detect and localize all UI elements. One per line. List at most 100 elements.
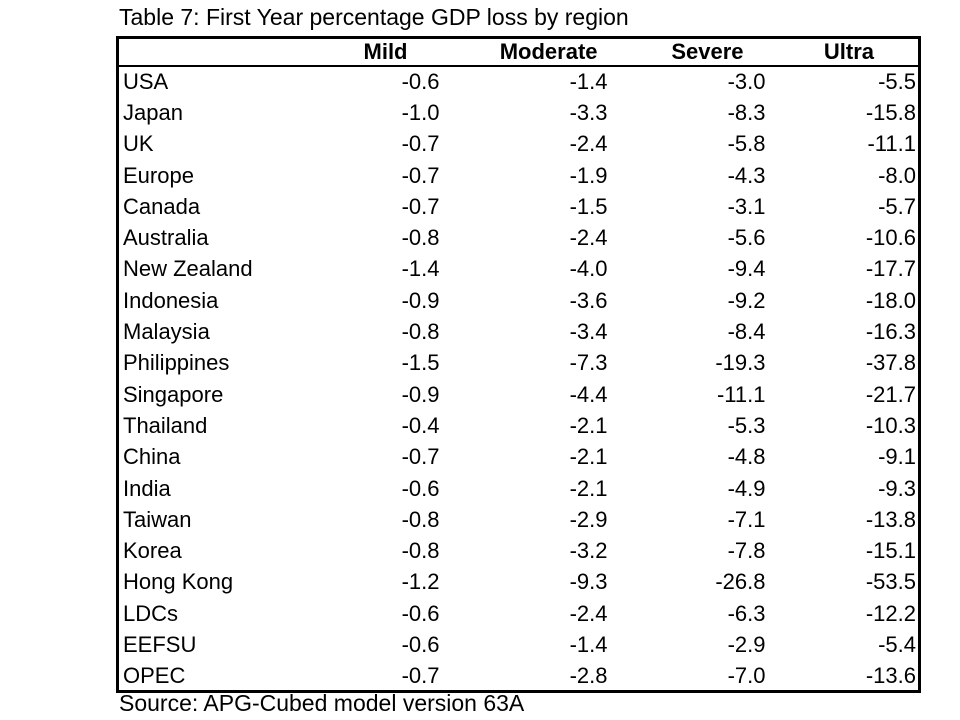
table-row: Japan -1.0 -3.3 -8.3 -15.8 — [118, 97, 920, 128]
table-row: OPEC -0.7 -2.8 -7.0 -13.6 — [118, 661, 920, 692]
cell-mild-value: -0.7 — [401, 162, 440, 188]
table-row: Taiwan -0.8 -2.9 -7.1 -13.8 — [118, 504, 920, 535]
cell-ultra-value: -9.3 — [878, 475, 916, 501]
cell-ultra-value: -13.6 — [865, 662, 916, 688]
table-header-row: Mild Moderate Severe Ultra — [117, 37, 920, 67]
cell-moderate-value: -1.5 — [569, 193, 608, 219]
cell-ultra-value: -15.1 — [865, 538, 916, 564]
cell-severe-value: -9.4 — [727, 256, 766, 282]
cell-ultra-value: -11.1 — [867, 131, 916, 157]
cell-region: UK — [123, 131, 154, 157]
table-row: India -0.6 -2.1 -4.9 -9.3 — [118, 473, 920, 504]
cell-moderate-value: -2.4 — [569, 131, 608, 157]
cell-mild-value: -0.4 — [401, 412, 440, 438]
header-mild: Mild — [277, 37, 442, 67]
cell-region: Indonesia — [123, 287, 219, 313]
cell-region: Australia — [123, 225, 209, 251]
gdp-loss-table: Mild Moderate Severe Ultra USA -0.6 -1.4 -3… — [116, 36, 921, 694]
cell-region: Europe — [123, 162, 194, 188]
cell-severe-value: -4.9 — [727, 475, 766, 501]
cell-ultra-value: -8.0 — [878, 162, 916, 188]
cell-moderate-value: -2.8 — [569, 662, 608, 688]
cell-mild-value: -0.9 — [401, 381, 440, 407]
cell-moderate-value: -2.1 — [569, 444, 608, 470]
cell-ultra-value: -12.2 — [865, 600, 916, 626]
cell-severe-value: -7.8 — [727, 538, 766, 564]
cell-region: USA — [123, 69, 169, 95]
cell-region: Malaysia — [123, 319, 210, 345]
cell-region: EEFSU — [123, 631, 197, 657]
cell-ultra-value: -37.8 — [865, 350, 916, 376]
cell-region: Hong Kong — [123, 569, 234, 595]
cell-ultra-value: -10.6 — [865, 225, 916, 251]
cell-region: Japan — [123, 99, 183, 125]
cell-region: China — [123, 444, 181, 470]
table-row: New Zealand -1.4 -4.0 -9.4 -17.7 — [118, 254, 920, 285]
cell-moderate-value: -2.4 — [569, 225, 608, 251]
cell-severe-value: -4.8 — [727, 444, 766, 470]
cell-ultra-value: -10.3 — [865, 412, 916, 438]
table-row: Hong Kong -1.2 -9.3 -26.8 -53.5 — [118, 567, 920, 598]
header-region — [117, 37, 278, 67]
cell-severe-value: -11.1 — [716, 381, 766, 407]
table-row: Singapore -0.9 -4.4 -11.1 -21.7 — [118, 379, 920, 410]
cell-moderate-value: -1.4 — [569, 631, 608, 657]
cell-region: OPEC — [123, 662, 186, 688]
table-row: China -0.7 -2.1 -4.8 -9.1 — [118, 442, 920, 473]
cell-moderate-value: -2.1 — [569, 475, 608, 501]
table-row: Indonesia -0.9 -3.6 -9.2 -18.0 — [118, 285, 920, 316]
cell-region: Canada — [123, 193, 201, 219]
cell-region: Philippines — [123, 350, 230, 376]
cell-moderate-value: -7.3 — [569, 350, 608, 376]
table-row: Canada -0.7 -1.5 -3.1 -5.7 — [118, 191, 920, 222]
cell-moderate-value: -4.4 — [569, 381, 608, 407]
table-row: UK -0.7 -2.4 -5.8 -11.1 — [118, 129, 920, 160]
cell-ultra-value: -5.7 — [878, 193, 916, 219]
cell-region: India — [123, 475, 171, 501]
cell-region: LDCs — [123, 600, 179, 626]
cell-severe-value: -8.3 — [727, 99, 766, 125]
cell-severe-value: -2.9 — [727, 631, 766, 657]
cell-ultra-value: -17.7 — [865, 256, 916, 282]
header-moderate: Moderate — [441, 37, 610, 67]
cell-ultra-value: -13.8 — [865, 506, 916, 532]
cell-severe-value: -5.3 — [727, 412, 766, 438]
cell-severe-value: -9.2 — [727, 287, 766, 313]
cell-severe-value: -5.6 — [727, 225, 766, 251]
cell-mild-value: -0.6 — [401, 600, 440, 626]
table-body: USA -0.6 -1.4 -3.0 -5.5 Japan -1.0 -3.3 -8.3 -15.… — [118, 66, 920, 692]
cell-severe-value: -6.3 — [727, 600, 766, 626]
cell-severe-value: -26.8 — [715, 569, 766, 595]
cell-moderate-value: -3.6 — [569, 287, 608, 313]
table-row: Thailand -0.4 -2.1 -5.3 -10.3 — [118, 410, 920, 441]
cell-region: Korea — [123, 538, 182, 564]
cell-moderate-value: -2.4 — [569, 600, 608, 626]
cell-ultra-value: -9.1 — [878, 444, 916, 470]
cell-moderate-value: -2.9 — [569, 506, 608, 532]
cell-mild-value: -1.5 — [401, 350, 440, 376]
table-row: LDCs -0.6 -2.4 -6.3 -12.2 — [118, 598, 920, 629]
cell-moderate-value: -4.0 — [569, 256, 608, 282]
cell-region: New Zealand — [123, 256, 253, 282]
table-row: Europe -0.7 -1.9 -4.3 -8.0 — [118, 160, 920, 191]
cell-mild-value: -1.2 — [401, 569, 440, 595]
cell-mild-value: -0.6 — [401, 631, 440, 657]
cell-moderate-value: -3.2 — [569, 538, 608, 564]
cell-mild-value: -0.8 — [401, 538, 440, 564]
cell-severe-value: -3.1 — [727, 193, 766, 219]
cell-severe-value: -19.3 — [715, 350, 766, 376]
table-row: Australia -0.8 -2.4 -5.6 -10.6 — [118, 222, 920, 253]
cell-ultra-value: -5.5 — [878, 69, 916, 95]
cell-ultra-value: -53.5 — [865, 569, 916, 595]
cell-mild-value: -1.4 — [401, 256, 440, 282]
cell-mild-value: -0.7 — [401, 444, 440, 470]
cell-moderate-value: -2.1 — [569, 412, 608, 438]
cell-ultra-value: -21.7 — [865, 381, 916, 407]
cell-severe-value: -7.0 — [727, 662, 766, 688]
table-row: Philippines -1.5 -7.3 -19.3 -37.8 — [118, 348, 920, 379]
cell-moderate-value: -3.3 — [569, 99, 608, 125]
cell-region: Singapore — [123, 381, 224, 407]
header-ultra: Ultra — [767, 37, 920, 67]
table-title: Table 7: First Year percentage GDP loss … — [119, 4, 629, 30]
cell-region: Taiwan — [123, 506, 192, 532]
